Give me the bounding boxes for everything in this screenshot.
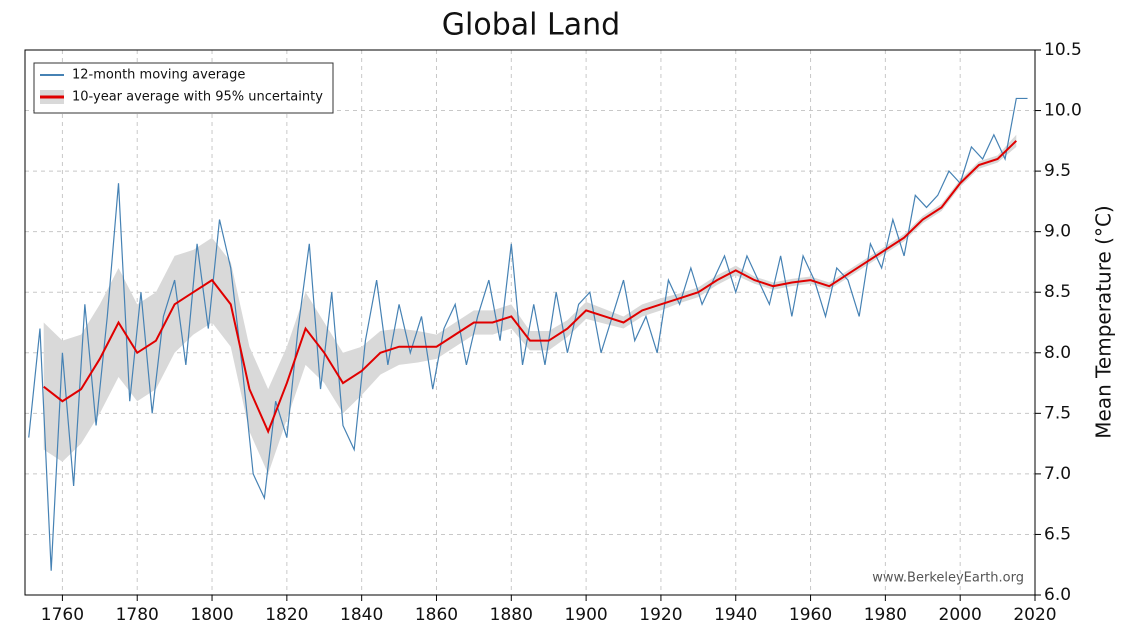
y-tick-label: 10.0 [1044,101,1082,121]
x-tick-label: 1780 [116,605,159,625]
y-tick-label: 9.0 [1044,222,1071,242]
x-tick-label: 1880 [490,605,533,625]
x-tick-label: 1980 [864,605,907,625]
x-tick-label: 2020 [1013,605,1056,625]
x-tick-label: 1760 [41,605,84,625]
legend: 12-month moving average 10-year average w… [33,62,334,114]
x-tick-label: 1920 [639,605,682,625]
watermark: www.BerkeleyEarth.org [872,571,1024,586]
legend-label: 10-year average with 95% uncertainty [72,90,323,105]
y-tick-label: 9.5 [1044,161,1071,181]
y-tick-label: 6.5 [1044,524,1071,544]
series-line [43,140,1017,435]
x-tick-label: 1900 [564,605,607,625]
x-tick-label: 1860 [415,605,458,625]
legend-label: 12-month moving average [72,68,245,83]
y-tick-label: 8.5 [1044,282,1071,302]
series-line [28,97,1028,571]
y-tick-label: 8.0 [1044,343,1071,363]
x-tick-label: 2000 [939,605,982,625]
x-tick-label: 1960 [789,605,832,625]
y-tick-label: 6.0 [1044,585,1071,605]
x-tick-label: 1940 [714,605,757,625]
chart-title: Global Land [442,8,620,43]
y-tick-label: 10.5 [1044,40,1082,60]
y-tick-label: 7.0 [1044,464,1071,484]
x-tick-label: 1820 [265,605,308,625]
x-tick-label: 1840 [340,605,383,625]
y-tick-label: 7.5 [1044,403,1071,423]
plot-frame [24,49,1036,596]
legend-box [33,62,334,114]
x-tick-label: 1800 [190,605,233,625]
uncertainty-band [43,134,1017,474]
y-axis-label: Mean Temperature (°C) [1092,205,1116,438]
